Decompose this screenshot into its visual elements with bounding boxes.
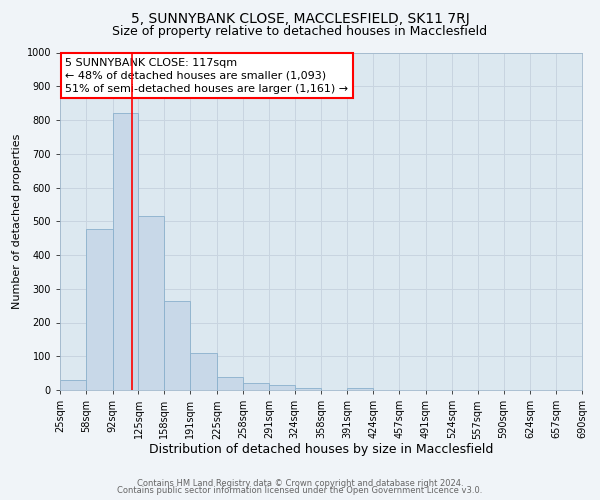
X-axis label: Distribution of detached houses by size in Macclesfield: Distribution of detached houses by size … [149,442,493,456]
Text: 5 SUNNYBANK CLOSE: 117sqm
← 48% of detached houses are smaller (1,093)
51% of se: 5 SUNNYBANK CLOSE: 117sqm ← 48% of detac… [65,58,349,94]
Bar [86,228,113,390]
Bar [139,216,164,390]
Bar [269,385,295,390]
Bar [190,353,217,390]
Bar [295,388,322,390]
Bar [60,380,86,390]
Text: Contains public sector information licensed under the Open Government Licence v3: Contains public sector information licen… [118,486,482,495]
Bar [217,376,243,390]
Text: 5, SUNNYBANK CLOSE, MACCLESFIELD, SK11 7RJ: 5, SUNNYBANK CLOSE, MACCLESFIELD, SK11 7… [131,12,469,26]
Bar [243,383,269,390]
Text: Contains HM Land Registry data © Crown copyright and database right 2024.: Contains HM Land Registry data © Crown c… [137,478,463,488]
Bar [113,114,139,390]
Bar [164,301,190,390]
Y-axis label: Number of detached properties: Number of detached properties [13,134,22,309]
Bar [347,388,373,390]
Text: Size of property relative to detached houses in Macclesfield: Size of property relative to detached ho… [112,25,488,38]
